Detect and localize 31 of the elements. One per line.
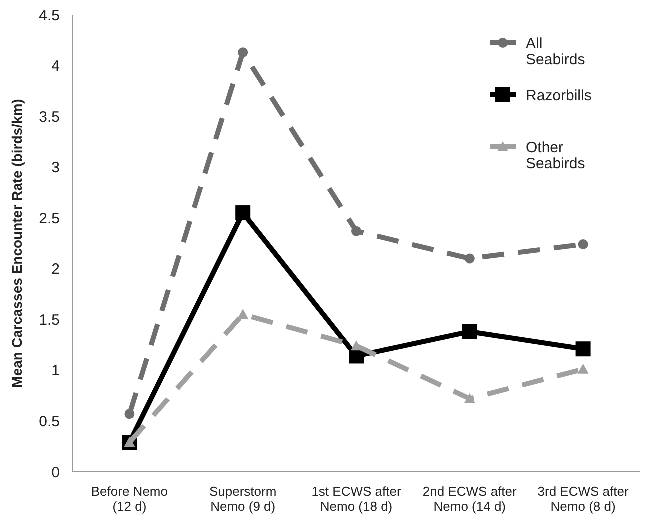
y-tick-label: 1 (52, 362, 60, 380)
y-tick-label: 2 (52, 261, 60, 278)
point (462, 324, 478, 340)
legend-label: Razorbills (526, 87, 592, 104)
legend-label: Other Seabirds (526, 139, 586, 172)
y-tick-label: 0 (52, 464, 60, 482)
point (236, 206, 251, 221)
y-tick-label: 4 (52, 58, 60, 76)
y-tick-label: 2.5 (39, 210, 60, 228)
y-tick-label: 4.5 (39, 7, 60, 24)
point (238, 309, 249, 320)
x-tick-label: Before Nemo (12 d) (91, 484, 168, 514)
legend-label: All Seabirds (526, 35, 586, 68)
y-tick-label: 1.5 (39, 312, 60, 329)
x-tick-label: 2nd ECWS after Nemo (14 d) (422, 484, 518, 514)
point (464, 254, 475, 264)
point (238, 48, 248, 58)
point (576, 342, 591, 357)
point (578, 364, 589, 374)
x-tick-label: 1st ECWS after Nemo (18 d) (312, 484, 402, 514)
x-tick-label: 3rd ECWS after Nemo (8 d) (538, 484, 630, 514)
y-tick-label: 3 (52, 160, 60, 177)
y-tick-label: 0.5 (39, 413, 60, 430)
point (352, 226, 362, 236)
y-tick-label: 3.5 (39, 108, 60, 126)
point (124, 409, 135, 420)
point (351, 340, 362, 351)
x-tick-label: Superstorm Nemo (9 d) (210, 484, 277, 514)
y-axis-title: Mean Carcasses Encounter Rate (birds/km) (9, 99, 25, 388)
point (464, 393, 476, 404)
point (578, 240, 588, 250)
